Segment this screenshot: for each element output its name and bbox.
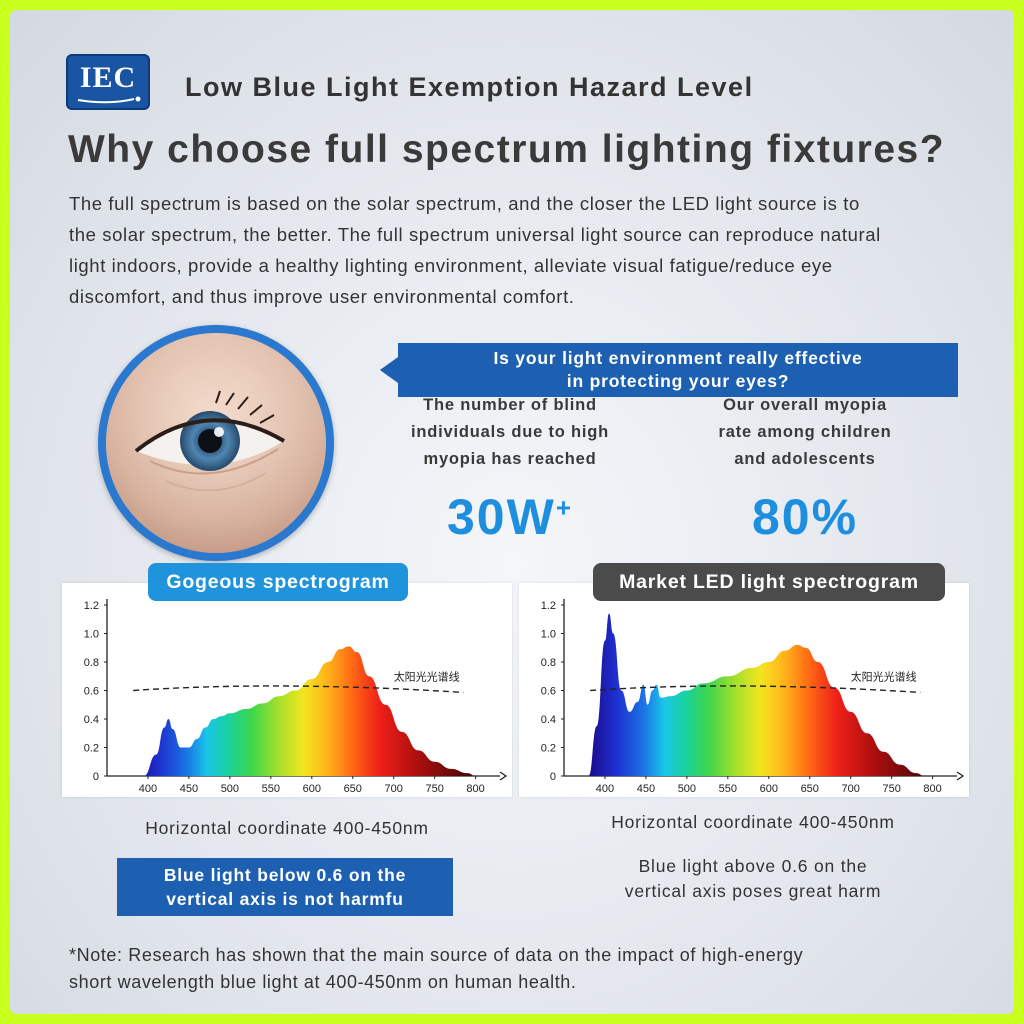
y-tick-label: 1.0	[84, 629, 99, 641]
stat-label-blind: The number of blind individuals due to h…	[380, 392, 640, 473]
intro-line: light indoors, provide a healthy lightin…	[69, 255, 833, 276]
stat-label-line: Our overall myopia	[723, 396, 887, 414]
intro-paragraph: The full spectrum is based on the solar …	[69, 188, 989, 312]
y-tick-label: 0	[93, 771, 99, 783]
eye-photo	[98, 325, 334, 561]
x-tick-label: 450	[180, 783, 198, 795]
stat-value-number: 30W	[447, 489, 556, 545]
y-tick-label: 0.8	[84, 657, 99, 669]
eye-photo-inner	[106, 333, 326, 553]
question-text: Is your light environment really effecti…	[398, 347, 958, 393]
spectrum-area	[143, 646, 476, 776]
note-line: short wavelength blue light at 400-450nm…	[69, 972, 577, 992]
iec-logo: IEC	[66, 54, 150, 110]
harm-line: Blue light above 0.6 on the	[638, 856, 868, 876]
x-tick-label: 400	[596, 783, 614, 795]
stat-label-line: The number of blind	[423, 396, 597, 414]
stat-label-line: rate among children	[718, 423, 892, 441]
spectrum-chart-svg: 0 0.2 0.4 0.6 0.8 1.0 1.2 400 450 500 550 600 650 700…	[541, 599, 965, 795]
note-line: *Note: Research has shown that the main …	[69, 945, 804, 965]
x-tick-label: 600	[303, 783, 321, 795]
intro-line: The full spectrum is based on the solar …	[69, 193, 860, 214]
question-line: Is your light environment really effecti…	[493, 348, 863, 368]
y-tick-label: 1.2	[84, 600, 99, 612]
solar-reference-line	[590, 685, 921, 694]
banner-line: Blue light below 0.6 on the	[163, 865, 407, 885]
x-tick-label: 800	[923, 783, 941, 795]
y-tick-label: 1.0	[541, 629, 556, 641]
stat-label-line: myopia has reached	[423, 450, 597, 468]
x-tick-label: 400	[139, 783, 157, 795]
harm-line: vertical axis poses great harm	[624, 881, 882, 901]
y-tick-label: 0.2	[84, 743, 99, 755]
x-tick-label: 500	[221, 783, 239, 795]
spectrum-area	[588, 613, 925, 776]
infographic-panel: IEC Low Blue Light Exemption Hazard Leve…	[10, 10, 1014, 1014]
y-tick-label: 0.6	[541, 686, 556, 698]
question-line: in protecting your eyes?	[566, 371, 790, 391]
x-tick-label: 750	[882, 783, 900, 795]
blue-light-harm-text: Blue light above 0.6 on the vertical axi…	[528, 854, 978, 904]
research-note: *Note: Research has shown that the main …	[69, 942, 969, 996]
banner-line: vertical axis is not harmfu	[166, 889, 404, 909]
x-tick-label: 700	[385, 783, 403, 795]
stat-label-myopia: Our overall myopia rate among children a…	[675, 392, 935, 473]
stat-label-line: individuals due to high	[410, 423, 610, 441]
stat-value-blind: 30W+	[380, 488, 640, 546]
x-tick-label: 750	[425, 783, 443, 795]
x-tick-label: 500	[678, 783, 696, 795]
x-axis-arrow-icon	[499, 771, 508, 781]
intro-line: discomfort, and thus improve user enviro…	[69, 286, 575, 307]
y-tick-label: 0.4	[84, 714, 99, 726]
y-tick-label: 0.2	[541, 743, 556, 755]
y-tick-label: 0.8	[541, 657, 556, 669]
eye-icon	[106, 333, 326, 553]
reference-label: 太阳光光谱线	[394, 669, 460, 683]
x-axis-arrow-icon	[956, 771, 965, 781]
reference-label: 太阳光光谱线	[851, 669, 917, 683]
x-tick-label: 650	[801, 783, 819, 795]
page-subtitle: Low Blue Light Exemption Hazard Level	[185, 72, 754, 102]
chart-market-led: 0 0.2 0.4 0.6 0.8 1.0 1.2 400 450 500 550 600 650 700…	[519, 583, 969, 797]
iec-logo-text: IEC	[79, 61, 137, 94]
intro-line: the solar spectrum, the better. The full…	[69, 224, 881, 245]
solar-reference-line	[133, 685, 464, 694]
x-tick-label: 700	[842, 783, 860, 795]
y-tick-label: 1.2	[541, 600, 556, 612]
spectrum-chart-svg: 0 0.2 0.4 0.6 0.8 1.0 1.2 400 450 500 550 600 650 700…	[84, 599, 508, 795]
chart-gogeous: 0 0.2 0.4 0.6 0.8 1.0 1.2 400 450 500 550 600 650 700…	[62, 583, 512, 797]
chart-title-gogeous: Gogeous spectrogram	[148, 563, 408, 601]
caption-left: Horizontal coordinate 400-450nm	[145, 818, 429, 838]
y-tick-label: 0.6	[84, 686, 99, 698]
x-tick-label: 550	[719, 783, 737, 795]
chart-title-market: Market LED light spectrogram	[593, 563, 945, 601]
stat-value-superscript: +	[555, 492, 573, 523]
logo-swoosh-icon	[77, 96, 141, 104]
caption-right: Horizontal coordinate 400-450nm	[611, 812, 895, 832]
y-tick-label: 0.4	[541, 714, 556, 726]
x-tick-label: 450	[637, 783, 655, 795]
x-tick-label: 650	[344, 783, 362, 795]
question-callout: Is your light environment really effecti…	[398, 343, 958, 397]
x-tick-label: 800	[466, 783, 484, 795]
stat-label-line: and adolescents	[734, 450, 876, 468]
stat-value-myopia: 80%	[751, 489, 859, 545]
y-tick-label: 0	[550, 771, 556, 783]
blue-light-safe-banner: Blue light below 0.6 on the vertical axi…	[117, 858, 453, 916]
callout-pointer	[380, 357, 398, 383]
x-tick-label: 550	[262, 783, 280, 795]
page-title: Why choose full spectrum lighting fixtur…	[68, 128, 946, 171]
x-tick-label: 600	[760, 783, 778, 795]
